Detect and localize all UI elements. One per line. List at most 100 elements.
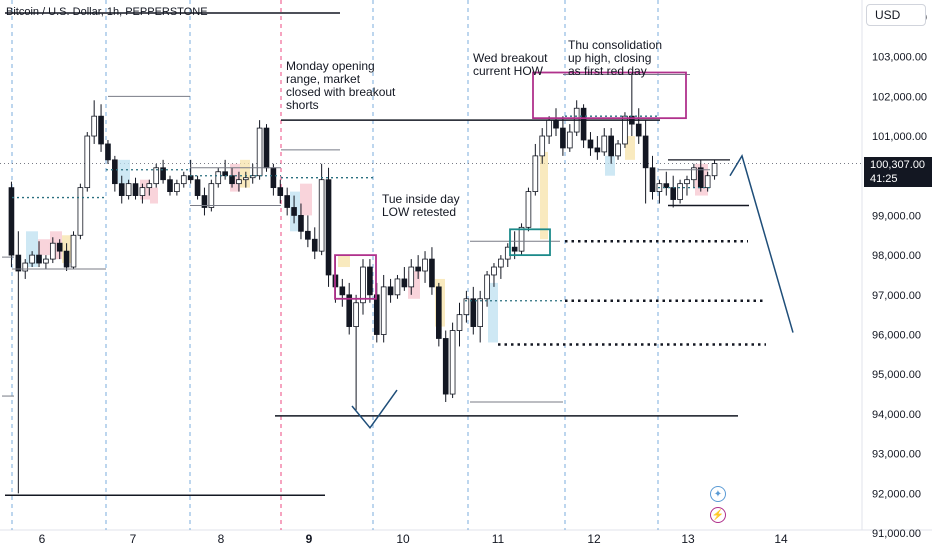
candle-body-up — [477, 298, 483, 327]
session-highlight — [230, 163, 240, 192]
candle-body-down — [670, 187, 677, 200]
candle-body-down — [160, 167, 166, 181]
lightning-alert-icon[interactable]: ⚡ — [710, 507, 726, 523]
candle-body-down — [98, 115, 104, 145]
candle-body-down — [263, 127, 270, 169]
candle-body-down — [298, 215, 304, 232]
candle-body-up — [704, 175, 711, 189]
candle-body-down — [587, 139, 594, 149]
candle-body-down — [270, 167, 277, 189]
candle-body-down — [229, 175, 235, 185]
bearish-projection-line — [729, 154, 794, 333]
x-tick-label: 6 — [39, 532, 46, 546]
candle-body-up — [215, 171, 222, 185]
session-highlight — [338, 255, 350, 268]
candle-body-up — [43, 258, 49, 264]
candle-body-down — [325, 179, 332, 276]
candle-body-down — [305, 230, 311, 240]
x-tick-label: 13 — [681, 532, 695, 546]
annotation-text: Wed breakout — [473, 51, 548, 65]
candle-body-down — [594, 147, 601, 153]
candle-body-up — [456, 314, 463, 331]
candle-body-up — [484, 274, 490, 300]
candle-body-down — [635, 123, 642, 137]
candle-body-down — [415, 266, 421, 272]
candle-body-up — [677, 183, 683, 200]
candle-body-up — [463, 298, 470, 316]
candle-body-down — [277, 187, 284, 196]
candle-body-up — [684, 179, 690, 185]
annotation-text: shorts — [286, 98, 319, 112]
candle-body-up — [249, 175, 256, 179]
candle-body-up — [711, 163, 718, 177]
session-highlight — [540, 151, 548, 240]
current-price-value: 100,307.00 — [870, 159, 926, 171]
candle-body-up — [601, 135, 608, 153]
y-tick-label: 98,000.00 — [872, 250, 921, 262]
session-highlight — [240, 159, 250, 188]
session-highlight — [488, 282, 498, 343]
candle-body-down — [553, 119, 559, 129]
annotation-text: up high, closing — [568, 51, 651, 65]
chart-title: Bitcoin / U.S. Dollar, 1h, PEPPERSTONE — [6, 6, 208, 18]
candle-body-down — [201, 195, 208, 208]
y-tick-label: 103,000.00 — [872, 52, 927, 64]
candle-body-up — [153, 167, 160, 185]
candle-body-down — [311, 238, 318, 252]
candle-body-down — [167, 179, 173, 193]
candle-body-up — [422, 258, 428, 272]
y-tick-label: 96,000.00 — [872, 330, 921, 342]
wed-breakout-box — [509, 228, 551, 257]
candle-body-up — [360, 266, 366, 304]
candle-body-down — [429, 258, 435, 288]
candle-body-up — [566, 131, 573, 149]
candle-body-up — [539, 135, 546, 157]
thu-consolidation-box — [532, 71, 687, 120]
candle-body-up — [29, 254, 35, 264]
session-highlight — [118, 159, 130, 184]
candle-body-down — [608, 135, 614, 157]
x-tick-label: 12 — [587, 532, 601, 546]
candle-body-down — [649, 167, 656, 193]
y-tick-label: 101,000.00 — [872, 131, 927, 143]
candle-body-up — [546, 119, 552, 137]
annotation-text: as first red day — [568, 64, 647, 78]
candle-body-down — [367, 266, 373, 296]
candle-body-up — [318, 179, 325, 252]
x-tick-label: 14 — [774, 532, 788, 546]
candle-body-down — [401, 278, 408, 288]
candle-body-down — [291, 207, 297, 216]
annotation-text: LOW retested — [382, 205, 456, 219]
candle-body-down — [132, 183, 139, 196]
candle-body-down — [194, 179, 201, 196]
candle-body-down — [373, 294, 380, 335]
x-tick-label: 9 — [306, 532, 313, 546]
candle-body-up — [691, 167, 697, 181]
candle-body-down — [436, 286, 442, 339]
session-highlight — [625, 136, 635, 160]
y-tick-label: 93,000.00 — [872, 449, 921, 461]
x-tick-label: 10 — [396, 532, 410, 546]
session-highlight — [300, 183, 312, 216]
y-tick-label: 92,000.00 — [872, 488, 921, 500]
candle-body-down — [118, 183, 125, 196]
candle-body-up — [615, 143, 621, 157]
bar-countdown: 41:25 — [870, 173, 898, 185]
candle-body-down — [56, 242, 63, 252]
candle-body-up — [146, 183, 153, 189]
x-tick-label: 7 — [130, 532, 137, 546]
low-retest-v-marker — [351, 389, 398, 430]
session-highlight — [605, 155, 615, 176]
currency-selector[interactable]: USD — [866, 4, 926, 26]
candle-body-up — [622, 115, 628, 145]
candle-body-down — [63, 250, 70, 268]
candle-body-up — [77, 187, 84, 236]
candle-body-up — [498, 258, 504, 268]
crosshair-tool-icon[interactable]: ✦ — [710, 486, 726, 502]
candle-body-up — [91, 115, 97, 137]
y-tick-label: 102,000.00 — [872, 91, 927, 103]
candle-body-down — [470, 298, 477, 327]
y-tick-label: 95,000.00 — [872, 369, 921, 381]
